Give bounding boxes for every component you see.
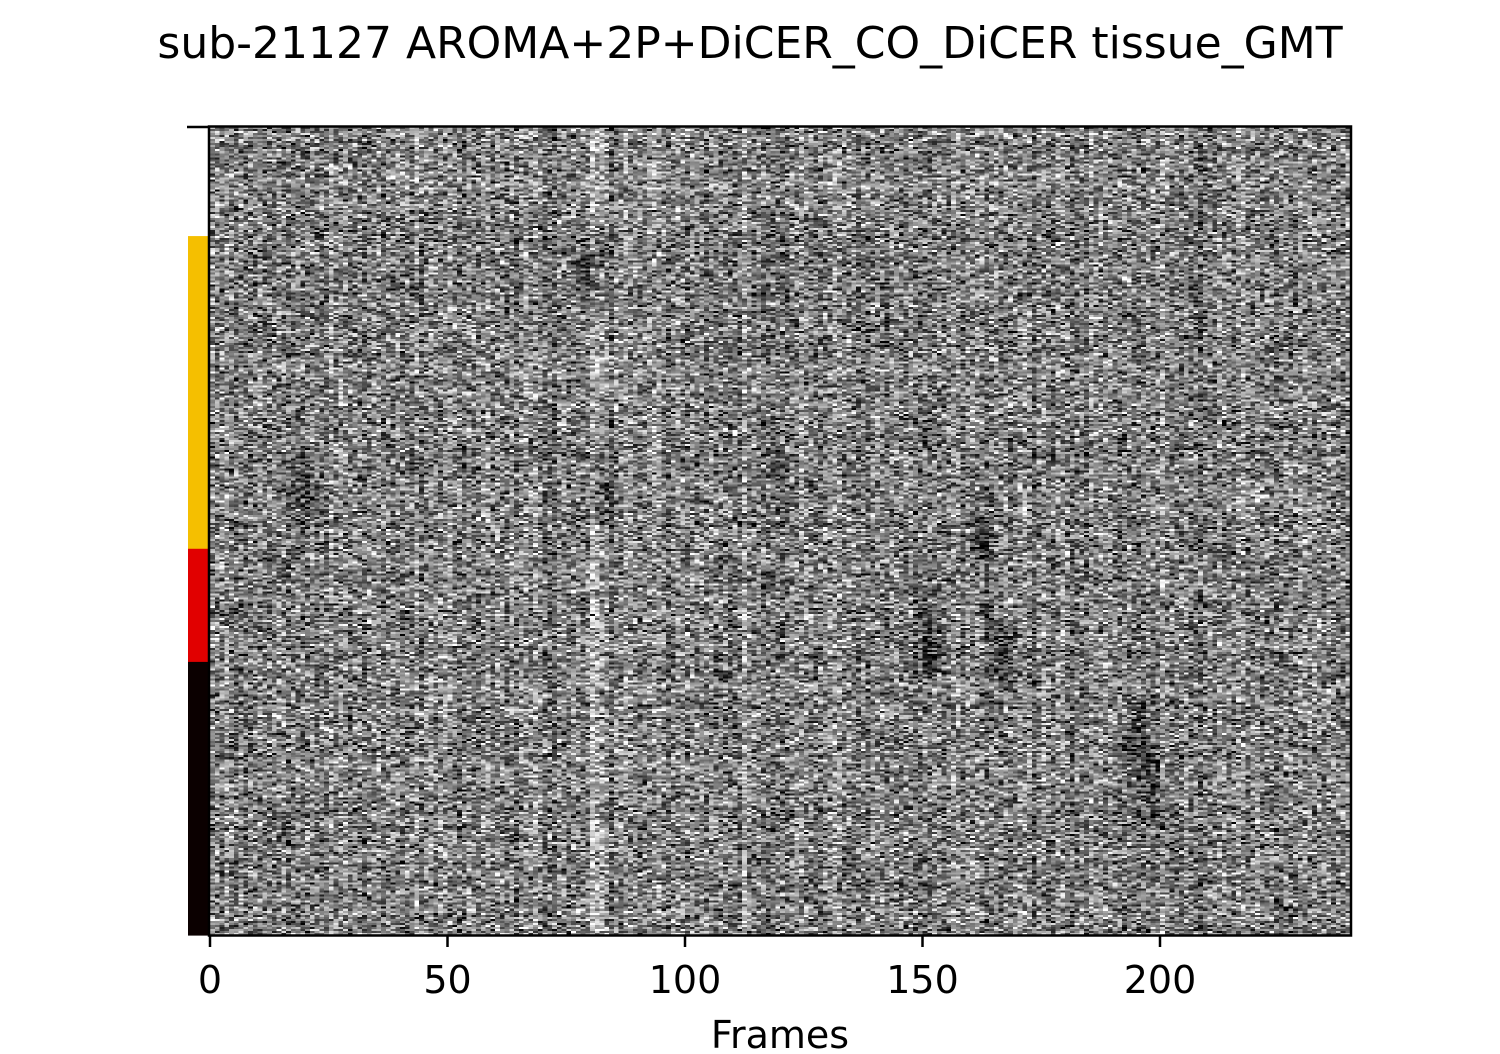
tissue-segment-4 — [188, 661, 209, 936]
x-tick-label-150: 150 — [886, 958, 959, 1002]
x-tick-label-50: 50 — [423, 958, 471, 1002]
heatmap-image — [210, 127, 1350, 935]
tissue-segment-3 — [188, 548, 209, 663]
x-axis-label: Frames — [711, 1013, 849, 1050]
x-axis: 0 50 100 150 200 — [198, 935, 1196, 1002]
heatmap — [210, 127, 1350, 935]
tissue-segment-1 — [188, 127, 209, 237]
tissue-bar — [188, 127, 209, 936]
x-tick-label-0: 0 — [198, 958, 222, 1002]
x-tick-label-200: 200 — [1124, 958, 1197, 1002]
plot-frame — [207, 125, 1353, 937]
chart-title: sub-21127 AROMA+2P+DiCER_CO_DiCER tissue… — [157, 18, 1342, 69]
x-tick-label-100: 100 — [649, 958, 722, 1002]
tissue-segment-2 — [188, 236, 209, 550]
